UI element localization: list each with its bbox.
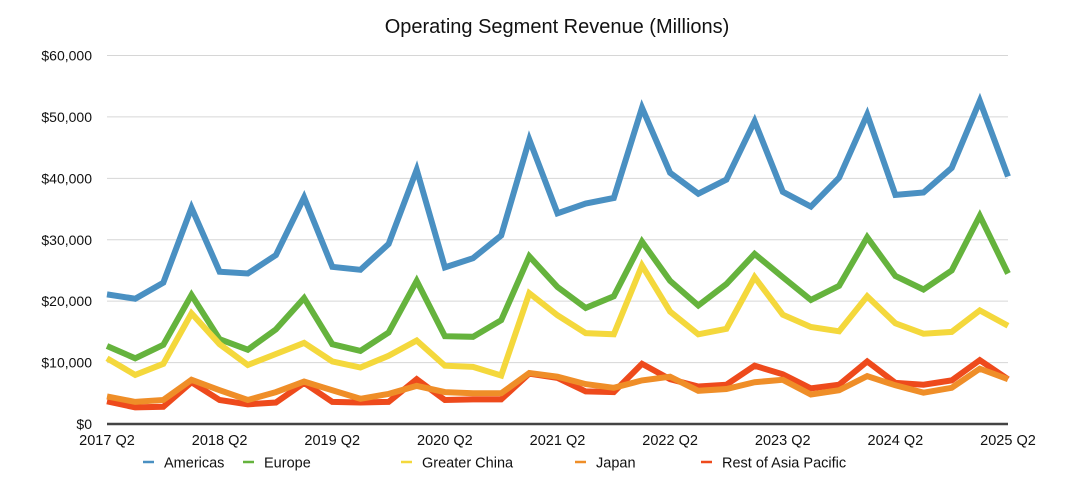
y-tick-label: $50,000 — [41, 109, 92, 125]
y-tick-label: $20,000 — [41, 293, 92, 309]
series-lines — [105, 92, 1011, 411]
x-axis-ticks: 2017 Q2 2018 Q2 2019 Q2 2020 Q2 2021 Q2 2022 … — [79, 433, 1036, 449]
series-line-europe — [105, 209, 1011, 362]
x-tick-label: 2021 Q2 — [530, 433, 586, 449]
legend-item-japan: Japan — [575, 456, 636, 472]
y-tick-label: $40,000 — [41, 170, 92, 186]
legend: Americas Europe Greater China Japan Rest of … — [143, 456, 846, 472]
y-tick-label: $30,000 — [41, 232, 92, 248]
legend-label: Greater China — [422, 456, 514, 472]
legend-label: Europe — [264, 456, 311, 472]
x-tick-label: 2017 Q2 — [79, 433, 135, 449]
x-tick-label: 2022 Q2 — [642, 433, 698, 449]
x-tick-label: 2019 Q2 — [304, 433, 360, 449]
legend-label: Americas — [164, 456, 224, 472]
legend-label: Rest of Asia Pacific — [722, 456, 846, 472]
gridlines — [107, 55, 1008, 364]
y-tick-label: $10,000 — [41, 355, 92, 371]
legend-item-americas: Americas — [143, 456, 224, 472]
x-tick-label: 2025 Q2 — [980, 433, 1036, 449]
series-line-japan — [106, 365, 1010, 405]
y-tick-label: $60,000 — [41, 48, 92, 64]
legend-item-europe: Europe — [243, 456, 311, 472]
x-tick-label: 2020 Q2 — [417, 433, 473, 449]
legend-item-rest-of-asia-pacific: Rest of Asia Pacific — [701, 456, 846, 472]
series-line-americas — [106, 92, 1011, 302]
y-axis-ticks: $0 $10,000 $20,000 $30,000 $40,000 $50,000 $60… — [41, 48, 92, 433]
x-tick-label: 2024 Q2 — [868, 433, 924, 449]
x-tick-label: 2023 Q2 — [755, 433, 811, 449]
y-tick-label: $0 — [76, 416, 92, 432]
legend-label: Japan — [596, 456, 636, 472]
series-line-greater-china — [105, 258, 1010, 380]
x-tick-label: 2018 Q2 — [192, 433, 248, 449]
chart-title: Operating Segment Revenue (Millions) — [385, 16, 730, 38]
legend-item-greater-china: Greater China — [401, 456, 514, 472]
